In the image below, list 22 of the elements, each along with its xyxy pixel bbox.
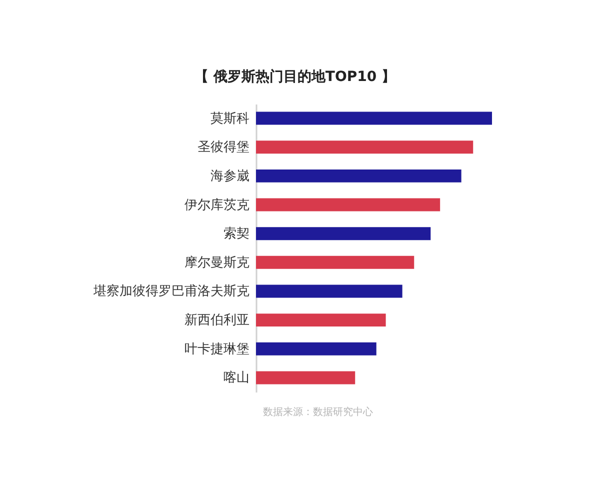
y-tick-label: 新西伯利亚: [184, 313, 250, 328]
bar: [256, 112, 492, 125]
source-note: 数据来源：数据研究中心: [263, 406, 373, 418]
bar: [256, 198, 440, 212]
bar: [256, 256, 414, 269]
y-tick-label: 莫斯科: [210, 111, 250, 126]
y-tick-label: 摩尔曼斯克: [184, 255, 250, 270]
y-tick-label: 喀山: [224, 370, 250, 386]
bar: [256, 371, 356, 384]
y-tick-label: 堪察加彼得罗巴甫洛夫斯克: [92, 283, 250, 300]
bar: [256, 227, 431, 240]
bar: [256, 342, 376, 356]
y-tick-label: 圣彼得堡: [198, 140, 250, 156]
bar: [256, 284, 402, 298]
y-tick-label: 叶卡捷琳堡: [184, 342, 250, 357]
bar: [256, 314, 386, 327]
y-tick-label: 伊尔库茨克: [184, 198, 250, 213]
bar: [256, 140, 474, 154]
y-tick-label: 索契: [224, 226, 250, 242]
y-tick-label: 海参崴: [210, 168, 250, 184]
chart-title: 【 俄罗斯热门目的地TOP10 】: [194, 68, 396, 85]
bar: [256, 169, 462, 182]
